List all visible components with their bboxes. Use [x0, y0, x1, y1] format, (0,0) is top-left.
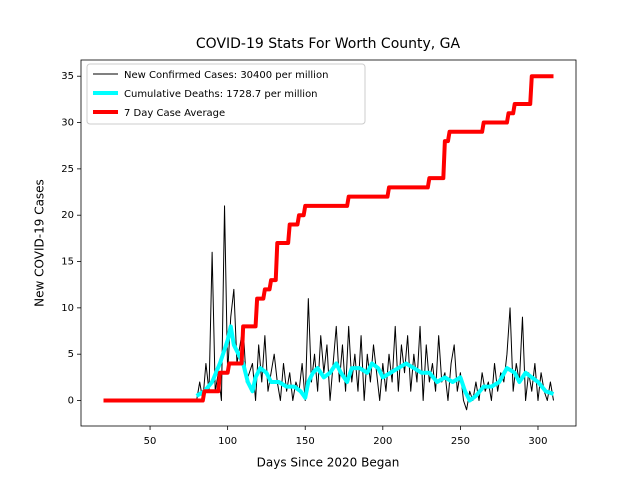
y-tick-label: 15 — [61, 257, 74, 268]
y-tick-label: 35 — [61, 71, 74, 82]
legend-label: 7 Day Case Average — [124, 108, 225, 119]
legend-label: New Confirmed Cases: 30400 per million — [124, 70, 328, 81]
y-tick-label: 0 — [68, 396, 74, 407]
legend-label: Cumulative Deaths: 1728.7 per million — [124, 89, 318, 100]
y-tick-label: 20 — [61, 210, 74, 221]
y-axis-label: New COVID-19 Cases — [33, 179, 47, 307]
y-tick-label: 10 — [61, 303, 74, 314]
data-line — [196, 205, 554, 411]
x-tick-label: 250 — [451, 436, 470, 447]
chart-title: COVID-19 Stats For Worth County, GA — [196, 36, 461, 52]
x-tick-label: 300 — [528, 436, 547, 447]
legend-box — [86, 63, 366, 125]
legend: New Confirmed Cases: 30400 per million Cu… — [86, 63, 366, 125]
x-axis-label: Days Since 2020 Began — [257, 456, 400, 470]
y-tick-label: 30 — [61, 118, 74, 129]
data-line — [195, 324, 555, 403]
x-tick-label: 50 — [144, 436, 157, 447]
x-tick-label: 100 — [218, 436, 237, 447]
x-tick-label: 150 — [296, 436, 315, 447]
data-line — [103, 74, 554, 403]
x-tick-label: 200 — [373, 436, 392, 447]
plot-frame — [80, 59, 577, 427]
y-tick-label: 5 — [68, 349, 74, 360]
y-tick-label: 25 — [61, 164, 74, 175]
